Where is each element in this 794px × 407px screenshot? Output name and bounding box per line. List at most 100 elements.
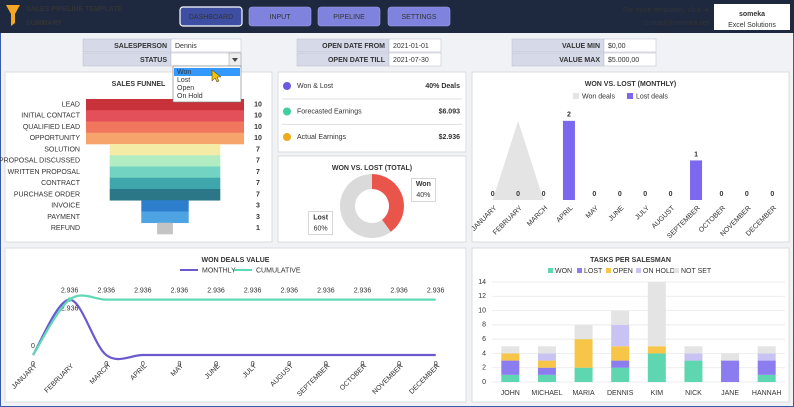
bar-segment <box>501 360 520 375</box>
bar-segment <box>537 353 556 361</box>
data-label: 2.936 <box>244 287 262 294</box>
filter-value[interactable]: $0,00 <box>608 43 626 50</box>
y-tick-label: 4 <box>482 350 486 357</box>
y-tick-label: 2 <box>482 365 486 372</box>
bar-segment <box>721 353 740 361</box>
filter-label: SALESPERSON <box>114 43 167 50</box>
data-label: 0 <box>434 361 438 368</box>
funnel-stage-label: WRITTEN PROPOSAL <box>8 169 80 176</box>
nav-tab-label[interactable]: SETTINGS <box>401 14 436 21</box>
data-label: 0 <box>669 191 673 198</box>
legend-label: NOT SET <box>681 268 712 275</box>
dropdown-option[interactable]: Won <box>177 69 191 76</box>
filter-value-cell[interactable] <box>388 52 442 67</box>
brand-sub: Excel Solutions <box>728 22 776 29</box>
funnel-bar <box>141 200 189 212</box>
line <box>32 298 436 361</box>
filter-value[interactable]: Dennis <box>175 43 197 50</box>
data-label: 0 <box>491 191 495 198</box>
nav-tab[interactable] <box>248 6 312 27</box>
filter-value[interactable]: 2021-07-30 <box>393 57 429 64</box>
panel <box>4 247 467 403</box>
filter-value-cell[interactable] <box>170 38 242 53</box>
funnel-value: 10 <box>254 113 262 120</box>
nav-tab[interactable] <box>179 6 243 27</box>
x-tick-label: MICHAEL <box>531 390 562 397</box>
legend-swatch <box>674 268 679 273</box>
nav-tab-label[interactable]: PIPELINE <box>333 14 365 21</box>
donut-category: Lost <box>313 215 328 222</box>
funnel-value: 10 <box>254 124 262 131</box>
nav-tab-label[interactable]: INPUT <box>270 14 292 21</box>
funnel-value: 7 <box>256 158 260 165</box>
dropdown-option[interactable]: Open <box>177 85 194 92</box>
bar-segment <box>611 324 630 347</box>
kpi-value: $6.093 <box>439 108 461 115</box>
area <box>492 120 773 200</box>
funnel-value: 7 <box>256 191 260 198</box>
donut-value: 40% <box>416 192 430 199</box>
bar-segment <box>611 360 630 368</box>
funnel-stage-label: PURCHASE ORDER <box>14 191 80 198</box>
bar-segment <box>757 346 776 354</box>
funnel-bar <box>86 121 244 134</box>
y-tick-label: 8 <box>482 322 486 329</box>
funnel-bar <box>109 189 221 201</box>
legend-label: WON <box>555 268 572 275</box>
funnel-value: 3 <box>256 203 260 210</box>
data-label: 0 <box>324 361 328 368</box>
y-tick-label: 0 <box>482 379 486 386</box>
bar-segment <box>647 353 666 382</box>
data-label: 0 <box>592 191 596 198</box>
bar-segment <box>574 324 593 340</box>
filter-value-cell[interactable] <box>388 38 442 53</box>
x-tick-label: DENNIS <box>607 390 634 397</box>
filter-value[interactable]: 2021-01-01 <box>393 43 429 50</box>
funnel-stage-label: QUALIFIED LEAD <box>23 124 80 131</box>
legend-label: CUMULATIVE <box>256 267 301 274</box>
filter-value-cell[interactable] <box>603 38 657 53</box>
funnel-value: 7 <box>256 169 260 176</box>
bar-segment <box>647 346 666 354</box>
legend-label: OPEN <box>613 268 633 275</box>
bar-segment <box>684 353 703 361</box>
bar-segment <box>684 360 703 382</box>
chart-title: WON VS. LOST (TOTAL) <box>332 165 412 172</box>
data-label: 2 <box>567 112 571 119</box>
nav-tab[interactable] <box>317 6 381 27</box>
funnel-value: 7 <box>256 146 260 153</box>
nav-tab[interactable] <box>387 6 451 27</box>
data-label: 0 <box>770 191 774 198</box>
data-label: 2.936 <box>171 287 189 294</box>
data-label: 0 <box>104 361 108 368</box>
dropdown-option[interactable]: On Hold <box>177 93 203 100</box>
donut-label-box <box>308 211 333 235</box>
template-name: SALES PIPELINE TEMPLATE <box>26 6 123 13</box>
chart-title: TASKS PER SALESMAN <box>590 257 671 264</box>
promo-link[interactable]: For more templates, click ➜ <box>623 7 709 14</box>
kpi-dot <box>283 82 291 90</box>
dropdown-highlight <box>174 68 240 76</box>
bar-segment <box>647 282 666 347</box>
funnel-bar <box>109 177 221 190</box>
data-label: 0 <box>643 191 647 198</box>
y-tick-label: 10 <box>478 307 486 314</box>
funnel-value: 7 <box>256 180 260 187</box>
page-title: SUMMARY <box>26 20 62 27</box>
bar <box>690 160 703 200</box>
funnel-stage-label: PAYMENT <box>47 214 81 221</box>
bar <box>562 120 575 200</box>
bar-segment <box>574 339 593 368</box>
data-label: 2.936 <box>427 287 445 294</box>
contact-email[interactable]: contact@someka.net <box>643 20 709 27</box>
data-label: 0 <box>542 191 546 198</box>
legend-swatch <box>577 268 582 273</box>
filter-value[interactable]: $5.000,00 <box>608 57 639 64</box>
data-label: 0 <box>618 191 622 198</box>
data-label: 0 <box>177 361 181 368</box>
filter-value-cell[interactable] <box>603 52 657 67</box>
nav-tab-label[interactable]: DASHBOARD <box>189 14 233 21</box>
filter-label: OPEN DATE TILL <box>328 57 386 64</box>
data-label: 0 <box>361 361 365 368</box>
dropdown-option[interactable]: Lost <box>177 77 190 84</box>
